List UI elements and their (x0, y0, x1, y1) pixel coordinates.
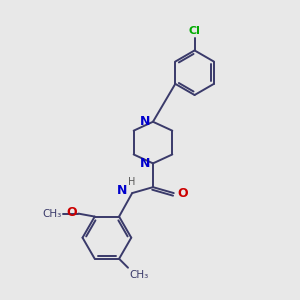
Text: O: O (66, 206, 77, 219)
Text: H: H (128, 177, 135, 187)
Text: N: N (140, 158, 151, 170)
Text: Cl: Cl (189, 26, 200, 36)
Text: N: N (116, 184, 127, 197)
Text: CH₃: CH₃ (130, 270, 149, 280)
Text: N: N (140, 115, 151, 128)
Text: CH₃: CH₃ (42, 208, 62, 219)
Text: O: O (178, 187, 188, 200)
